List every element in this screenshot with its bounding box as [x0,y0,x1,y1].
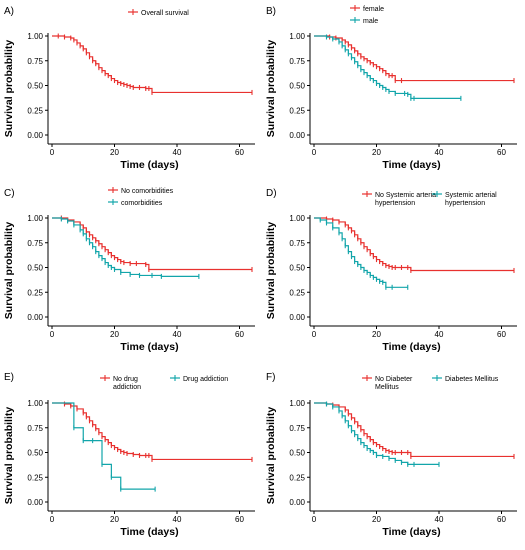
x-tick-label: 40 [435,330,444,339]
panel-letter: C) [4,188,15,199]
y-tick-label: 0.00 [289,498,305,507]
y-tick-label: 0.25 [27,473,43,482]
x-axis-title: Time (days) [120,526,178,538]
x-tick-label: 0 [312,148,317,157]
y-tick-label: 0.00 [289,313,305,322]
x-tick-label: 20 [372,148,381,157]
y-tick-label: 0.75 [27,57,43,66]
y-tick-label: 0.25 [289,288,305,297]
panel-d: D) 0.00 0.25 0.50 0.75 1.00 0 20 40 60 Time (days)… [265,188,517,353]
survival-curve [314,35,461,99]
panel-c: C) 0.00 0.25 0.50 0.75 1.00 0 20 40 60 Time (days)… [3,187,255,353]
panel-letter: A) [4,6,14,17]
y-tick-label: 0.50 [289,264,305,273]
y-tick-label: 0.50 [289,449,305,458]
x-tick-label: 40 [435,515,444,524]
survival-curve [314,35,514,82]
survival-curve [52,35,252,94]
y-tick-label: 0.75 [289,424,305,433]
legend-label: comorbidities [121,200,163,207]
legend-label: No Diabeter Mellitus [375,376,413,391]
x-tick-label: 0 [312,330,317,339]
y-tick-label: 0.00 [27,131,43,140]
legend-label: Diabetes Mellitus [445,376,499,383]
y-tick-label: 1.00 [289,32,305,41]
y-tick-label: 0.50 [27,449,43,458]
y-tick-label: 0.50 [27,82,43,91]
x-axis-title: Time (days) [382,341,440,353]
y-tick-label: 0.50 [27,264,43,273]
x-axis-title: Time (days) [382,159,440,171]
x-tick-label: 0 [50,515,55,524]
x-axis-title: Time (days) [382,526,440,538]
x-tick-label: 20 [372,330,381,339]
y-tick-label: 0.00 [27,498,43,507]
x-tick-label: 20 [110,515,119,524]
panel-a: A) 0.00 0.25 0.50 0.75 1.00 0 20 40 60 Time (days)… [3,6,255,171]
x-tick-label: 40 [173,148,182,157]
x-axis-title: Time (days) [120,159,178,171]
x-tick-label: 20 [372,515,381,524]
panel-letter: D) [266,188,277,199]
y-tick-label: 0.25 [27,288,43,297]
y-tick-label: 0.75 [289,57,305,66]
y-tick-label: 1.00 [289,214,305,223]
y-axis-title: Survival probability [3,222,15,320]
y-tick-label: 1.00 [27,32,43,41]
y-axis-title: Survival probability [3,40,15,138]
panel-b: B) 0.00 0.25 0.50 0.75 1.00 0 20 40 60 Time (days)… [265,5,517,171]
x-tick-label: 60 [497,148,506,157]
survival-curve [314,402,514,458]
survival-curve [52,402,156,490]
x-tick-label: 20 [110,330,119,339]
y-axis-title: Survival probability [265,40,277,138]
y-tick-label: 0.75 [27,424,43,433]
y-tick-label: 1.00 [289,399,305,408]
y-tick-label: 0.25 [289,106,305,115]
x-axis-title: Time (days) [120,341,178,353]
legend-label: No comorbidities [121,188,174,195]
y-tick-label: 0.25 [27,106,43,115]
x-tick-label: 60 [235,148,244,157]
panel-f: F) 0.00 0.25 0.50 0.75 1.00 0 20 40 60 Time (days)… [265,372,517,538]
legend-label: Systemic arterial hypertension [445,192,497,207]
x-tick-label: 20 [110,148,119,157]
y-tick-label: 0.75 [27,239,43,248]
x-tick-label: 60 [235,515,244,524]
x-tick-label: 60 [235,330,244,339]
survival-curve [314,217,408,288]
y-axis-title: Survival probability [265,222,277,320]
x-tick-label: 60 [497,515,506,524]
y-tick-label: 1.00 [27,214,43,223]
x-tick-label: 0 [50,330,55,339]
y-tick-label: 1.00 [27,399,43,408]
x-tick-label: 40 [173,330,182,339]
legend-label: male [363,18,378,25]
legend-label: Drug addiction [183,376,228,383]
x-tick-label: 0 [312,515,317,524]
y-tick-label: 0.00 [27,313,43,322]
y-axis-title: Survival probability [265,407,277,505]
panel-letter: F) [266,372,275,383]
y-tick-label: 0.50 [289,82,305,91]
y-tick-label: 0.00 [289,131,305,140]
panel-letter: E) [4,372,14,383]
y-tick-label: 0.25 [289,473,305,482]
y-tick-label: 0.75 [289,239,305,248]
panel-letter: B) [266,6,276,17]
y-axis-title: Survival probability [3,407,15,505]
x-tick-label: 40 [173,515,182,524]
legend-label: No Systemic arterial hypertension [375,192,438,207]
x-tick-label: 40 [435,148,444,157]
x-tick-label: 60 [497,330,506,339]
survival-curve [52,217,252,271]
x-tick-label: 0 [50,148,55,157]
legend-label: Overall survival [141,10,189,17]
survival-curve [314,217,514,272]
legend-label: female [363,6,384,13]
legend-label: No drug addiction [113,376,141,391]
panel-e: E) 0.00 0.25 0.50 0.75 1.00 0 20 40 60 Time (days)… [3,372,255,538]
survival-curve [52,402,252,461]
